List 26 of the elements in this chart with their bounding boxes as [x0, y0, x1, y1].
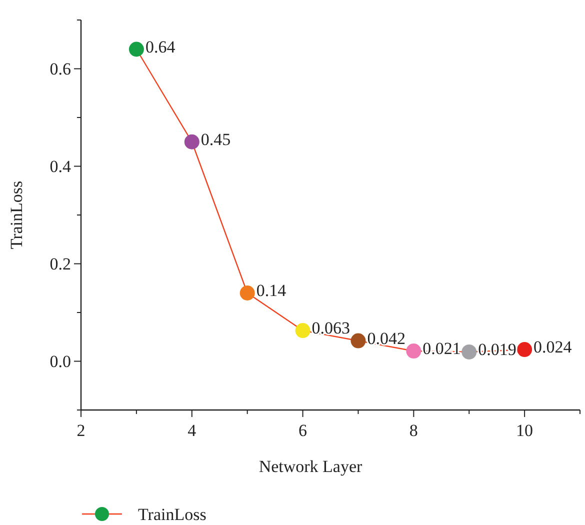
legend-label: TrainLoss [138, 504, 206, 524]
y-tick-label: 0.6 [50, 60, 71, 79]
data-label: 0.14 [256, 281, 287, 300]
point [240, 286, 255, 300]
point [350, 333, 366, 348]
y-tick-label: 0.4 [50, 157, 72, 176]
data-label: 0.64 [145, 37, 176, 56]
data-label: 0.45 [200, 130, 231, 149]
x-tick-label: 8 [409, 421, 418, 440]
point [295, 323, 310, 338]
data-label: 0.024 [534, 338, 572, 357]
x-tick-label: 10 [516, 421, 534, 440]
point [406, 344, 422, 359]
y-axis-title: TrainLoss [7, 180, 26, 250]
y-tick-label: 0.2 [50, 254, 71, 274]
y-tick-label: 0.0 [50, 352, 71, 372]
point [462, 344, 477, 360]
x-tick-label: 6 [298, 421, 308, 440]
point [128, 42, 144, 57]
point [517, 342, 532, 358]
point [184, 134, 200, 150]
data-label: 0.063 [312, 318, 350, 338]
x-tick-label: 2 [76, 421, 86, 440]
x-tick-label: 4 [188, 421, 197, 440]
data-label: 0.042 [367, 328, 406, 348]
x-axis-title: Network Layer [258, 457, 363, 476]
